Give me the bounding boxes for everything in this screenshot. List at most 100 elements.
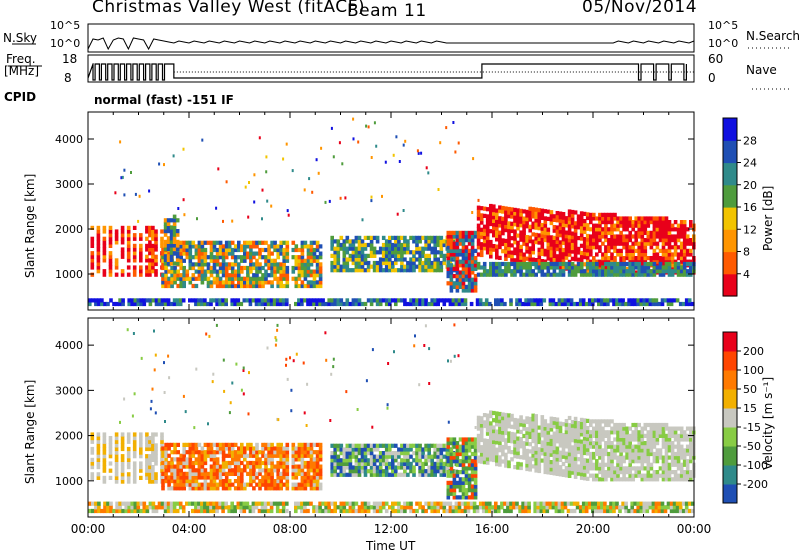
vel-echo-cell (585, 444, 590, 449)
power-echo-cell (436, 242, 440, 248)
power-sparse-echo (282, 157, 285, 161)
power-echo-cell (96, 258, 101, 263)
power-echo-cell (418, 298, 422, 303)
power-echo-cell (237, 247, 241, 253)
power-echo-cell (485, 228, 490, 233)
power-echo-cell (148, 233, 152, 238)
power-echo-cell (348, 239, 353, 244)
vel-echo-cell (579, 421, 584, 426)
vel-echo-cell (613, 444, 617, 449)
power-echo-cell (619, 223, 623, 228)
power-echo-cell (504, 206, 508, 211)
power-echo-cell (570, 265, 575, 270)
vel-echo-cell (522, 441, 526, 446)
vel-echo-cell (400, 458, 404, 463)
power-echo-cell (667, 265, 672, 270)
power-echo-cell (495, 272, 499, 277)
power-echo-cell (203, 276, 208, 281)
power-echo-cell (154, 240, 158, 245)
power-echo-cell (595, 252, 599, 257)
vel-echo-cell (637, 466, 641, 471)
power-echo-cell (543, 216, 548, 221)
power-echo-cell (533, 301, 537, 307)
power-echo-cell (604, 227, 608, 232)
power-echo-cell (261, 265, 265, 271)
power-echo-cell (354, 298, 359, 303)
vel-echo-cell (315, 475, 320, 480)
power-echo-cell (470, 263, 475, 268)
vel-echo-cell (179, 486, 183, 491)
power-echo-cell (285, 265, 290, 271)
power-echo-cell (652, 238, 657, 243)
power-echo-cell (240, 255, 244, 260)
power-echo-cell (264, 276, 268, 281)
vel-echo-cell (164, 457, 168, 462)
vel-echo-cell (264, 446, 268, 451)
power-echo-cell (625, 272, 629, 277)
power-echo-cell (531, 261, 535, 267)
power-echo-cell (415, 246, 419, 251)
power-echo-cell (582, 262, 587, 267)
power-echo-cell (676, 245, 681, 250)
power-echo-cell (637, 227, 641, 232)
vel-echo-cell (558, 472, 563, 477)
vel-echo-cell (333, 465, 337, 470)
vel-echo-cell (191, 486, 196, 491)
power-echo-cell (114, 229, 119, 234)
power-echo-cell (312, 280, 317, 285)
power-echo-cell (230, 273, 235, 278)
power-echo-cell (637, 256, 641, 261)
power-echo-cell (312, 301, 316, 307)
vel-echo-cell (139, 461, 143, 466)
power-colorbar-segment (723, 273, 737, 297)
power-echo-cell (160, 236, 164, 241)
vel-echo-cell (249, 464, 253, 469)
power-colorbar-segment (723, 251, 737, 275)
power-echo-cell (132, 225, 137, 230)
vel-echo-cell (589, 419, 593, 424)
power-echo-cell (309, 298, 313, 303)
vel-echo-cell (279, 442, 283, 447)
power-echo-cell (330, 264, 334, 269)
power-echo-cell (572, 301, 577, 307)
vel-echo-cell (237, 464, 241, 469)
vel-echo-cell (610, 451, 614, 457)
power-echo-cell (540, 259, 545, 264)
power-echo-cell (172, 232, 177, 237)
power-colorbar-tick-label: 20 (743, 179, 757, 192)
vel-echo-cell (531, 449, 535, 454)
power-echo-cell (360, 242, 365, 248)
power-echo-cell (151, 298, 156, 303)
vel-echo-cell (504, 438, 508, 443)
vel-echo-cell (200, 457, 205, 462)
vel-echo-cell (637, 433, 641, 438)
vel-echo-cell (451, 469, 456, 474)
power-echo-cell (570, 235, 575, 240)
power-echo-cell (652, 259, 657, 264)
power-echo-cell (315, 273, 320, 278)
vel-echo-cell (333, 447, 337, 452)
power-echo-cell (166, 218, 171, 223)
vel-echo-cell (363, 458, 368, 463)
power-echo-cell (269, 301, 274, 307)
power-echo-cell (448, 301, 453, 307)
vel-echo-cell (537, 461, 542, 466)
vel-echo-cell (485, 449, 490, 454)
power-echo-cell (685, 261, 690, 267)
power-sparse-echo (253, 173, 256, 177)
power-echo-cell (442, 257, 447, 262)
vel-echo-cell (519, 418, 523, 424)
power-echo-cell (279, 247, 283, 253)
power-echo-cell (619, 272, 623, 277)
power-echo-cell (148, 261, 152, 267)
vel-echo-cell (476, 441, 481, 446)
power-echo-cell (673, 259, 678, 264)
power-echo-cell (548, 298, 553, 303)
vel-echo-cell (619, 459, 623, 464)
power-echo-cell (592, 245, 596, 250)
power-echo-cell (388, 264, 392, 269)
vel-echo-cell (230, 446, 235, 451)
vel-echo-cell (464, 448, 469, 453)
vel-echo-cell (397, 461, 401, 466)
vel-echo-cell (96, 450, 101, 455)
